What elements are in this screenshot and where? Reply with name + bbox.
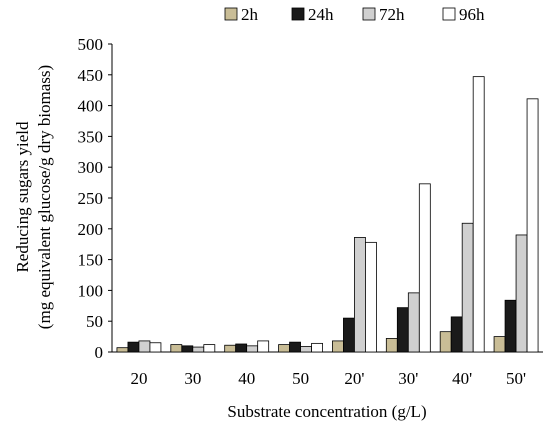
bar-24h-20' [343,317,355,353]
x-tick-label: 40' [452,369,472,388]
bar-2h-40' [439,331,452,353]
x-tick-label: 40 [238,369,255,388]
bar-24h-40' [450,316,463,353]
bar-2h-30 [170,344,183,353]
y-axis-title-line1: Reducing sugars yield [13,121,32,273]
legend-label-96h: 96h [459,5,485,24]
x-axis-title: Substrate concentration (g/L) [227,402,426,421]
bar-2h-40 [224,344,237,353]
x-tick-label: 20' [344,369,364,388]
x-tick-label: 50 [292,369,309,388]
bar-72h-20' [354,237,366,353]
y-axis: 0 50 100 150 200 250 300 350 400 450 500 [78,35,113,362]
legend: 2h 24h 72h 96h [224,5,485,24]
legend-label-24h: 24h [308,5,334,24]
y-tick-label: 150 [78,251,104,270]
legend-swatch-96h [442,7,456,21]
bar-96h-30 [203,344,216,353]
bar-72h-30 [192,346,205,353]
y-tick-label: 200 [78,220,104,239]
bar-96h-40 [257,340,270,353]
bar-72h-40' [461,222,474,353]
bar-72h-20 [138,340,151,353]
bar-24h-50' [504,299,517,353]
bar-24h-20 [127,341,140,353]
bar-2h-50' [493,336,506,353]
bar-24h-50 [289,341,301,353]
bars [116,76,539,353]
bar-96h-50 [311,342,323,353]
y-tick-label: 0 [95,343,104,362]
y-axis-title-line2: (mg equivalent glucose/g dry biomass) [35,65,54,329]
bar-72h-50 [300,346,312,353]
legend-swatch-24h [291,7,305,21]
legend-swatch-2h [224,7,238,21]
bar-96h-20' [365,241,377,353]
bar-96h-50' [526,98,539,353]
y-tick-label: 500 [78,35,104,54]
x-axis: 20 30 40 50 20' 30' 40' 50' [112,351,543,388]
bar-72h-40 [246,345,259,353]
bar-72h-50' [515,234,528,353]
x-tick-label: 30 [184,369,201,388]
y-tick-label: 300 [78,158,104,177]
x-tick-label: 20 [130,369,147,388]
legend-label-72h: 72h [379,5,405,24]
legend-label-2h: 2h [241,5,259,24]
bar-24h-40 [235,343,248,353]
y-tick-label: 50 [86,312,103,331]
y-tick-label: 400 [78,97,104,116]
y-tick-label: 350 [78,127,104,146]
bar-2h-20 [116,347,129,353]
bar-2h-50 [278,344,290,353]
bar-2h-30' [385,338,398,353]
legend-swatch-72h [362,7,376,21]
bar-96h-40' [472,76,485,353]
x-tick-label: 30' [398,369,418,388]
y-tick-label: 250 [78,189,104,208]
y-tick-label: 100 [78,281,104,300]
x-tick-label: 50' [506,369,526,388]
bar-96h-20 [149,342,162,353]
y-tick-label: 450 [78,66,104,85]
bar-72h-30' [407,292,420,353]
bar-24h-30 [181,345,194,353]
bar-2h-20' [332,340,344,353]
bar-96h-30' [418,183,431,353]
bar-24h-30' [396,307,409,353]
